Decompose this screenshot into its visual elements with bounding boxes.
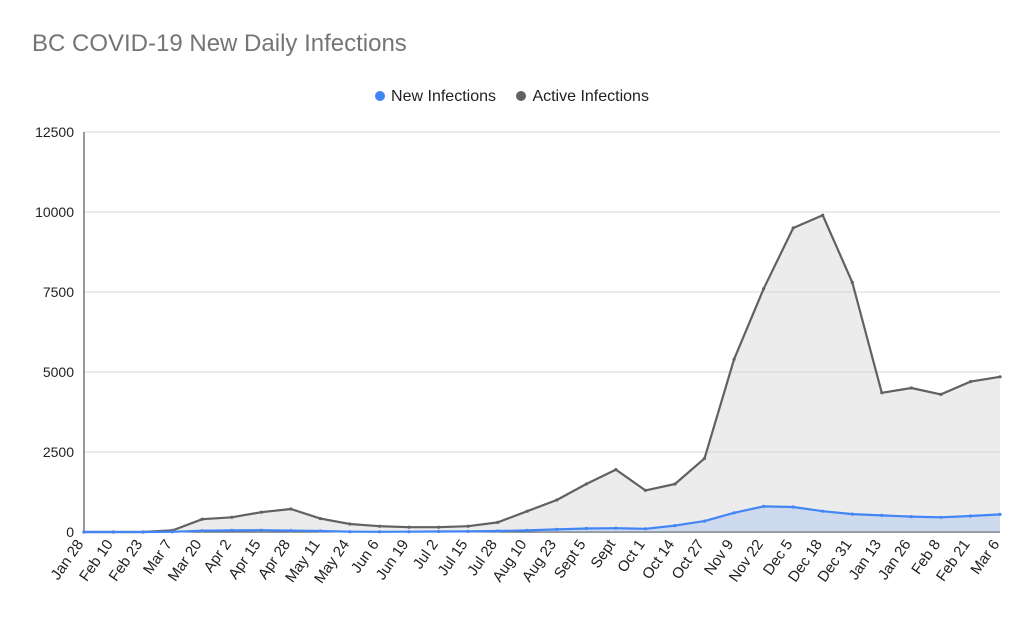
data-point <box>407 525 411 529</box>
data-point <box>200 529 204 533</box>
y-tick-label: 2500 <box>43 444 74 460</box>
data-point <box>525 509 529 513</box>
legend-item-new-infections[interactable]: New Infections <box>375 88 496 106</box>
data-point <box>259 510 263 514</box>
data-point <box>289 529 293 533</box>
data-point <box>732 511 736 515</box>
data-point <box>230 515 234 519</box>
data-point <box>998 375 1002 379</box>
data-point <box>702 456 707 460</box>
data-point <box>525 528 529 533</box>
data-point <box>939 392 943 396</box>
data-point <box>437 529 441 534</box>
data-point <box>643 527 648 531</box>
x-tick-label: Mar 6 <box>967 537 1003 578</box>
series-area-1 <box>84 215 1000 532</box>
data-point <box>584 526 588 531</box>
data-point <box>555 498 559 502</box>
data-point <box>111 530 116 534</box>
data-point <box>732 357 736 361</box>
data-point <box>496 529 500 533</box>
data-point <box>614 468 618 472</box>
data-point <box>850 280 854 284</box>
data-point <box>909 515 914 519</box>
series-line-1 <box>84 214 1001 534</box>
data-point <box>171 530 175 534</box>
data-point <box>673 482 677 486</box>
active-infections-swatch-icon <box>516 90 527 101</box>
y-tick-label: 7500 <box>43 284 74 300</box>
x-tick-label: Sept 5 <box>551 537 590 582</box>
chart-title: BC COVID-19 New Daily Infections <box>32 30 407 57</box>
data-point <box>259 528 263 532</box>
series-area-0 <box>84 506 1000 532</box>
data-point <box>230 528 234 533</box>
data-point <box>762 504 766 508</box>
data-point <box>437 525 441 529</box>
data-point <box>791 505 795 509</box>
data-point <box>348 522 352 526</box>
data-point <box>702 519 707 523</box>
data-point <box>141 530 145 534</box>
legend-label-active-infections: Active Infections <box>532 88 649 105</box>
data-point <box>289 507 293 511</box>
data-point <box>318 517 322 521</box>
data-point <box>555 527 559 532</box>
data-point <box>762 287 766 291</box>
new-infections-swatch-icon <box>375 90 386 101</box>
legend: New Infections Active Infections <box>0 88 1024 106</box>
data-point <box>821 509 825 513</box>
data-point <box>407 530 411 534</box>
data-point <box>673 524 677 528</box>
data-point <box>998 512 1002 517</box>
data-point <box>82 530 86 534</box>
data-point <box>377 524 382 528</box>
y-tick-label: 0 <box>66 524 74 540</box>
data-point <box>466 524 470 528</box>
data-point <box>200 517 204 521</box>
data-point <box>643 488 648 492</box>
data-point <box>377 530 382 534</box>
x-tick-label: Oct 27 <box>669 537 708 583</box>
data-point <box>909 386 914 390</box>
legend-label-new-infections: New Infections <box>391 88 496 105</box>
data-point <box>496 520 500 525</box>
y-tick-label: 12500 <box>35 124 74 140</box>
series-line-0 <box>84 505 1001 534</box>
data-point <box>614 526 618 530</box>
data-point <box>880 513 884 518</box>
data-point <box>880 391 884 395</box>
x-tick-label: Jul 15 <box>435 537 472 580</box>
y-tick-label: 5000 <box>43 364 74 380</box>
data-point <box>466 529 470 534</box>
data-point <box>791 226 795 230</box>
data-point <box>821 213 825 217</box>
legend-item-active-infections[interactable]: Active Infections <box>516 88 649 106</box>
data-point <box>584 482 588 486</box>
data-point <box>939 515 943 519</box>
data-point <box>968 380 973 384</box>
data-point <box>968 514 973 518</box>
data-point <box>850 512 854 516</box>
data-point <box>348 530 352 534</box>
data-point <box>318 529 322 533</box>
y-tick-label: 10000 <box>35 204 74 220</box>
